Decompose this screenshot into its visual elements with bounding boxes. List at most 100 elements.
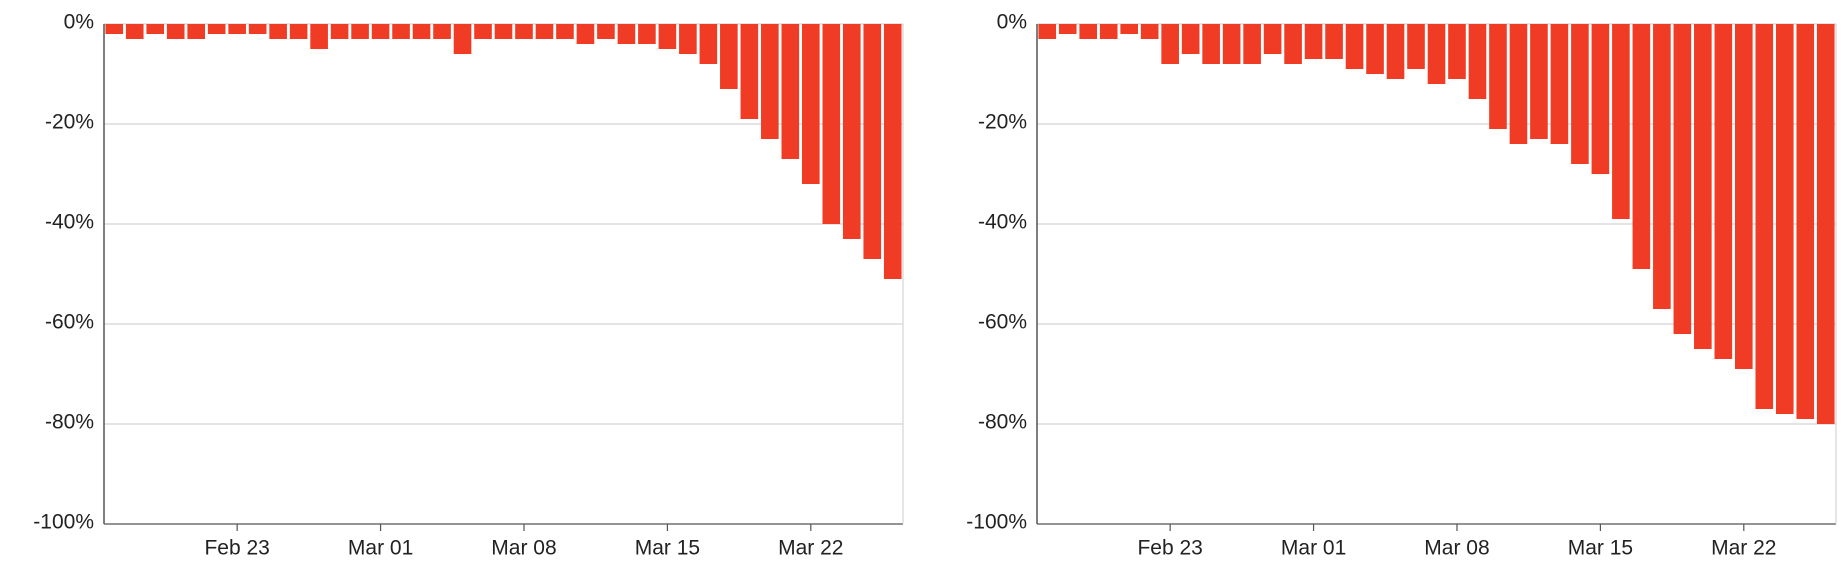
y-tick-label: -20% — [978, 111, 1027, 134]
bar — [1653, 24, 1671, 309]
bar — [1775, 24, 1794, 414]
x-tick-label: Feb 23 — [1137, 537, 1202, 560]
bar — [597, 24, 615, 39]
bar — [248, 24, 267, 34]
y-tick-label: -80% — [45, 411, 94, 434]
bar — [1489, 24, 1507, 129]
bar — [1263, 24, 1282, 54]
bar — [1407, 24, 1425, 69]
bar — [1734, 24, 1753, 369]
bar — [1816, 24, 1835, 424]
bar — [269, 24, 287, 39]
y-tick-label: -40% — [45, 211, 94, 234]
bar — [187, 24, 206, 39]
bar — [1427, 24, 1446, 84]
bar — [679, 24, 697, 54]
bar — [842, 24, 861, 239]
x-tick-label: Mar 08 — [1424, 537, 1489, 560]
y-tick-label: -60% — [45, 311, 94, 334]
bar — [1058, 24, 1077, 34]
bar — [1284, 24, 1302, 64]
bar — [1796, 24, 1815, 419]
bar — [474, 24, 492, 39]
x-tick-label: Mar 08 — [491, 537, 556, 560]
bar — [330, 24, 349, 39]
y-tick-label: 0% — [64, 11, 94, 34]
bar — [412, 24, 431, 39]
bar — [1448, 24, 1466, 79]
y-tick-label: -20% — [45, 111, 94, 134]
bar — [1243, 24, 1261, 64]
bar — [883, 24, 902, 279]
bar — [433, 24, 451, 39]
bar — [125, 24, 144, 39]
bar — [1550, 24, 1569, 144]
bar — [863, 24, 882, 259]
bar — [720, 24, 738, 89]
bar — [576, 24, 595, 44]
y-tick-label: -40% — [978, 211, 1027, 234]
bar — [1222, 24, 1241, 64]
bar — [1140, 24, 1159, 39]
y-tick-label: -100% — [966, 511, 1027, 534]
bar — [1673, 24, 1692, 334]
bar — [1304, 24, 1323, 59]
bar — [1099, 24, 1118, 39]
bar — [1632, 24, 1651, 269]
bar — [1509, 24, 1528, 144]
y-tick-label: -60% — [978, 311, 1027, 334]
bar — [289, 24, 308, 39]
bar — [1694, 24, 1712, 349]
bar — [556, 24, 574, 39]
x-tick-label: Mar 22 — [778, 537, 843, 560]
bar — [535, 24, 554, 39]
bar — [638, 24, 656, 44]
bar — [371, 24, 390, 39]
bar — [105, 24, 124, 34]
bar — [1038, 24, 1057, 39]
y-tick-label: 0% — [997, 11, 1027, 34]
bar — [658, 24, 677, 49]
bar — [1591, 24, 1610, 174]
bar — [1530, 24, 1548, 139]
x-tick-label: Mar 15 — [635, 537, 700, 560]
bar — [1202, 24, 1220, 64]
bar — [1161, 24, 1179, 64]
bar — [801, 24, 820, 184]
bar — [761, 24, 779, 139]
bar — [1714, 24, 1733, 359]
x-tick-label: Mar 01 — [1281, 537, 1346, 560]
bar — [207, 24, 226, 34]
bar — [1181, 24, 1200, 54]
bar — [392, 24, 410, 39]
bar — [781, 24, 800, 159]
bar — [494, 24, 513, 39]
bar — [453, 24, 472, 54]
bar — [1079, 24, 1098, 39]
bar — [740, 24, 759, 119]
bar — [1325, 24, 1343, 59]
x-tick-label: Mar 01 — [348, 537, 413, 560]
y-tick-label: -100% — [33, 511, 94, 534]
x-tick-label: Mar 15 — [1568, 537, 1633, 560]
x-tick-label: Feb 23 — [204, 537, 269, 560]
bar — [1120, 24, 1139, 34]
bar — [166, 24, 185, 39]
bar — [1366, 24, 1384, 74]
bar — [1345, 24, 1364, 69]
bar — [699, 24, 718, 64]
bar — [822, 24, 841, 224]
bar — [1571, 24, 1589, 164]
bar — [1755, 24, 1774, 409]
bar — [617, 24, 636, 44]
bar — [1612, 24, 1630, 219]
bar — [1386, 24, 1405, 79]
bar — [228, 24, 246, 34]
bar — [1468, 24, 1487, 99]
bar — [146, 24, 165, 34]
bar — [515, 24, 533, 39]
x-tick-label: Mar 22 — [1711, 537, 1776, 560]
bar — [351, 24, 369, 39]
